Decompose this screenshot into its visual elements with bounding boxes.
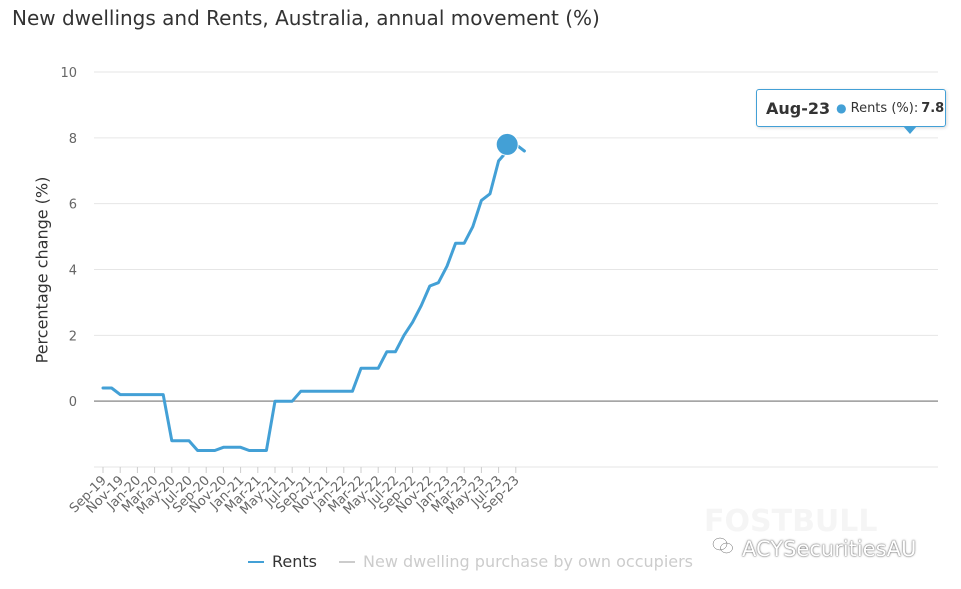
- y-tick-label: 10: [60, 66, 77, 81]
- series-lines: [101, 142, 526, 452]
- series-line-rents: [101, 142, 526, 452]
- legend: Rents New dwelling purchase by own occup…: [248, 552, 715, 571]
- legend-swatch-new-dwelling: [339, 560, 355, 563]
- y-tick-label: 2: [69, 329, 77, 344]
- legend-item-new-dwelling[interactable]: New dwelling purchase by own occupiers: [339, 552, 693, 571]
- tooltip-series-name: Rents (%): [850, 100, 914, 116]
- y-tick-label: 8: [69, 132, 77, 147]
- tooltip-caret: [903, 126, 917, 134]
- legend-label-new-dwelling: New dwelling purchase by own occupiers: [363, 552, 694, 571]
- watermark-brand: FOSTBULL: [704, 504, 878, 539]
- y-tick-label: 6: [69, 198, 77, 213]
- y-tick-label: 4: [69, 264, 77, 279]
- tooltip-series-dot-icon: ●: [836, 101, 847, 115]
- x-tick-labels: Sep-19Nov-19Jan-20Mar-20May-20Jul-20Sep-…: [67, 467, 523, 518]
- chart-title: New dwellings and Rents, Australia, annu…: [12, 6, 600, 30]
- grid-lines: [94, 71, 938, 468]
- y-axis-label: Percentage change (%): [32, 176, 52, 364]
- legend-swatch-rents: [248, 560, 264, 563]
- hover-marker: [495, 132, 519, 156]
- legend-label-rents: Rents: [272, 552, 317, 571]
- wechat-icon: [712, 536, 734, 561]
- watermark: ACYSecuritiesAU: [712, 536, 916, 561]
- tooltip-period: Aug-23: [766, 98, 831, 118]
- tooltip: Aug-23 ● Rents (%) : 7.8: [756, 89, 946, 134]
- y-tick-labels: 10 8 6 4 2 0: [60, 66, 77, 410]
- y-tick-label: 0: [69, 395, 77, 410]
- watermark-handle: ACYSecuritiesAU: [742, 536, 917, 561]
- hover-point: [495, 132, 519, 156]
- tooltip-separator: :: [913, 100, 919, 116]
- tooltip-value: 7.8: [921, 100, 945, 116]
- legend-item-rents[interactable]: Rents: [248, 552, 317, 571]
